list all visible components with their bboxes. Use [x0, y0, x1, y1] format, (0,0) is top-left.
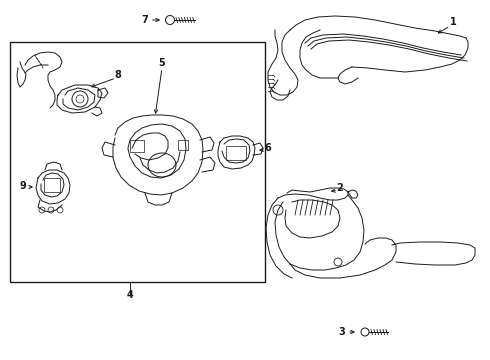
Text: 5: 5 [159, 58, 166, 68]
Bar [226, 146, 246, 160]
Bar [10, 42, 265, 282]
Text: 1: 1 [450, 17, 456, 27]
Text: 6: 6 [265, 143, 271, 153]
Text: 8: 8 [115, 70, 122, 80]
Text: 2: 2 [337, 183, 343, 193]
Bar [130, 140, 144, 152]
Text: 7: 7 [141, 15, 148, 25]
Text: 9: 9 [20, 181, 26, 191]
Text: 4: 4 [126, 290, 133, 300]
Bar [178, 140, 188, 150]
Bar [44, 178, 60, 192]
Text: 3: 3 [338, 327, 345, 337]
